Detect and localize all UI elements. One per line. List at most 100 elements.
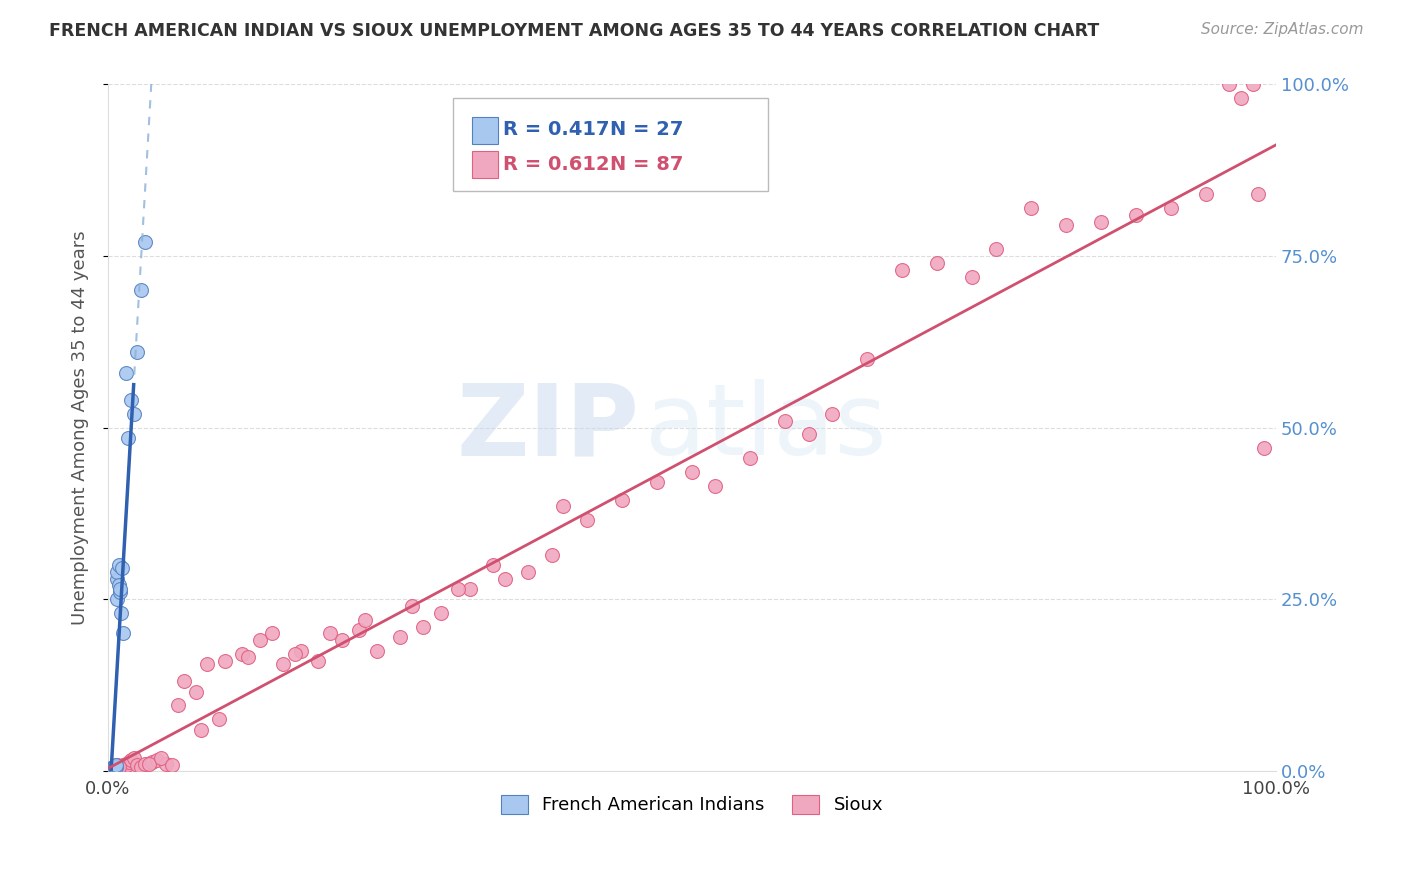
FancyBboxPatch shape [453, 98, 768, 191]
Point [146, 753, 169, 767]
Point [103, 759, 125, 773]
Point [101, 760, 124, 774]
Text: R = 0.417: R = 0.417 [503, 120, 609, 139]
Point [1125, 208, 1147, 222]
Point [195, 657, 218, 672]
Point [115, 758, 138, 772]
Point [1160, 201, 1182, 215]
Point [553, 500, 575, 514]
Point [105, 758, 128, 772]
Text: Source: ZipAtlas.com: Source: ZipAtlas.com [1201, 22, 1364, 37]
Point [112, 760, 135, 774]
Text: FRENCH AMERICAN INDIAN VS SIOUX UNEMPLOYMENT AMONG AGES 35 TO 44 YEARS CORRELATI: FRENCH AMERICAN INDIAN VS SIOUX UNEMPLOY… [49, 22, 1099, 40]
Text: N = 27: N = 27 [610, 120, 683, 139]
Point [704, 479, 727, 493]
Point [645, 475, 668, 490]
Point [105, 759, 128, 773]
Point [105, 759, 128, 773]
Point [775, 414, 797, 428]
Point [891, 262, 914, 277]
Point [127, 345, 149, 359]
Point [100, 761, 122, 775]
Point [111, 759, 134, 773]
Point [167, 698, 190, 713]
Point [101, 761, 124, 775]
Point [740, 451, 762, 466]
Point [108, 582, 131, 596]
Point [129, 759, 152, 773]
Point [122, 407, 145, 421]
Y-axis label: Unemployment Among Ages 35 to 44 years: Unemployment Among Ages 35 to 44 years [72, 230, 89, 625]
Point [105, 572, 128, 586]
Point [681, 465, 703, 479]
Point [366, 643, 388, 657]
Point [105, 565, 128, 579]
Point [112, 758, 135, 772]
Point [149, 751, 172, 765]
Point [1247, 187, 1270, 202]
Point [290, 643, 312, 657]
Point [107, 558, 129, 572]
Point [284, 647, 307, 661]
Point [120, 753, 142, 767]
Point [107, 760, 129, 774]
Point [388, 630, 411, 644]
Point [111, 561, 134, 575]
Point [610, 492, 633, 507]
Point [447, 582, 470, 596]
Point [1241, 78, 1264, 92]
Point [797, 427, 820, 442]
Point [103, 760, 125, 774]
Point [134, 235, 156, 250]
Point [190, 723, 212, 737]
Point [412, 619, 434, 633]
Point [127, 758, 149, 772]
Point [984, 242, 1007, 256]
Point [184, 685, 207, 699]
Text: R = 0.612: R = 0.612 [503, 154, 609, 174]
Point [103, 761, 125, 775]
Point [307, 654, 329, 668]
Point [1090, 215, 1112, 229]
Point [1195, 187, 1218, 202]
Point [107, 578, 129, 592]
Point [100, 762, 122, 776]
Point [114, 366, 136, 380]
Point [927, 256, 949, 270]
Point [103, 761, 125, 775]
Point [401, 599, 423, 613]
FancyBboxPatch shape [472, 117, 498, 145]
Point [482, 558, 505, 572]
Point [260, 626, 283, 640]
Point [120, 393, 142, 408]
Point [138, 756, 160, 771]
Point [129, 283, 152, 297]
Point [517, 565, 540, 579]
Point [104, 761, 127, 775]
Point [540, 548, 562, 562]
Point [118, 756, 141, 770]
Point [330, 633, 353, 648]
Point [104, 760, 127, 774]
Point [319, 626, 342, 640]
Point [1253, 441, 1275, 455]
Text: atlas: atlas [645, 379, 887, 476]
Point [108, 759, 131, 773]
Text: N = 87: N = 87 [610, 154, 683, 174]
Point [105, 592, 128, 607]
Point [271, 657, 294, 672]
Point [141, 756, 163, 770]
Point [249, 633, 271, 648]
Point [821, 407, 844, 421]
Point [575, 513, 598, 527]
Point [122, 751, 145, 765]
Point [110, 761, 132, 775]
Point [101, 762, 124, 776]
Point [104, 759, 127, 773]
Point [1218, 78, 1240, 92]
Point [347, 623, 370, 637]
Point [114, 756, 136, 771]
Point [1019, 201, 1042, 215]
Point [117, 431, 139, 445]
Point [134, 756, 156, 771]
